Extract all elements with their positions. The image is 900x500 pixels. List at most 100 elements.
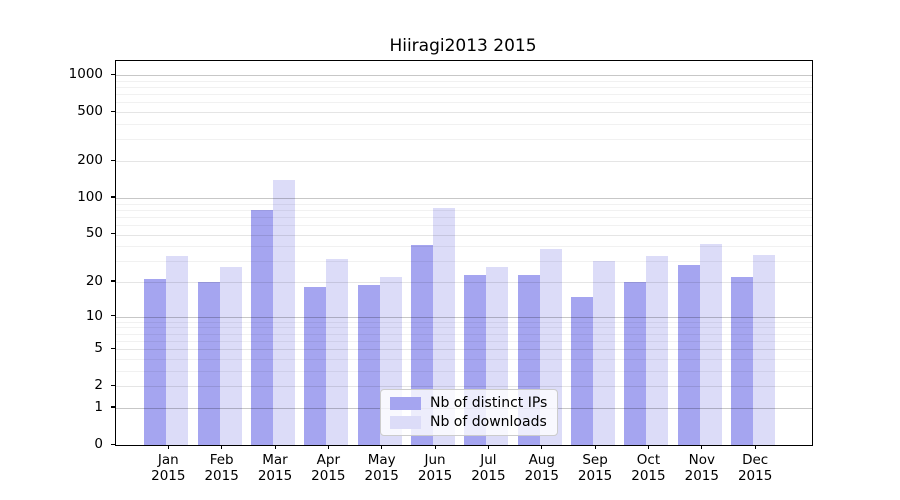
- x-tick-label-apr: Apr 2015: [311, 452, 346, 484]
- gridline-minor-300: [116, 139, 812, 141]
- x-tick-jun: [434, 445, 436, 449]
- y-tick-label-500: 500: [77, 103, 103, 120]
- gridline-minor-600: [116, 102, 812, 104]
- chart-title: Hiiragi2013 2015: [389, 36, 537, 56]
- gridline-minor-8: [116, 327, 812, 329]
- legend-item-downloads: Nb of downloads: [381, 414, 557, 430]
- gridline-minor-70: [116, 216, 812, 218]
- gridline-2: [116, 386, 812, 388]
- bar-distinct-ips-dec: [731, 277, 754, 445]
- y-tick-label-2: 2: [94, 377, 103, 394]
- y-tick-label-1: 1: [94, 398, 103, 415]
- x-tick-label-aug: Aug 2015: [524, 452, 559, 484]
- gridline-500: [116, 112, 812, 114]
- legend-swatch-distinct-ips-icon: [390, 396, 421, 410]
- gridline-minor-80: [116, 209, 812, 211]
- x-tick-label-mar: Mar 2015: [257, 452, 293, 484]
- gridline-1000: [116, 75, 812, 76]
- x-tick-may: [381, 445, 383, 449]
- gridline-minor-40: [116, 246, 812, 248]
- bar-downloads-oct: [646, 256, 669, 445]
- legend: Nb of distinct IPs Nb of downloads: [380, 389, 558, 436]
- x-tick-nov: [701, 445, 703, 449]
- legend-item-distinct-ips: Nb of distinct IPs: [381, 395, 557, 411]
- x-tick-label-nov: Nov 2015: [684, 452, 719, 484]
- bar-downloads-apr: [326, 259, 349, 445]
- x-tick-mar: [274, 445, 276, 449]
- y-tick-label-50: 50: [85, 225, 103, 242]
- gridline-minor-700: [116, 94, 812, 96]
- bar-downloads-nov: [699, 243, 722, 445]
- bar-downloads-jun: [433, 207, 456, 445]
- x-tick-label-jan: Jan 2015: [151, 452, 186, 484]
- gridline-10: [116, 316, 812, 318]
- bar-distinct-ips-jan: [144, 279, 167, 445]
- y-tick-2: [111, 384, 115, 386]
- y-tick-50: [111, 232, 115, 235]
- gridline-minor-7: [116, 333, 812, 335]
- y-tick-label-5: 5: [94, 340, 103, 357]
- bar-distinct-ips-apr: [304, 287, 327, 445]
- y-tick-label-20: 20: [85, 272, 103, 289]
- gridline-minor-60: [116, 224, 812, 226]
- x-tick-apr: [327, 445, 330, 449]
- gridline-minor-9: [116, 321, 812, 323]
- y-tick-label-200: 200: [77, 152, 103, 169]
- bar-downloads-mar: [273, 180, 295, 445]
- x-tick-oct: [647, 445, 650, 449]
- x-tick-aug: [541, 445, 543, 449]
- bar-downloads-sep: [593, 261, 616, 445]
- gridline-minor-6: [116, 340, 812, 342]
- gridline-minor-90: [116, 203, 812, 205]
- x-tick-dec: [754, 445, 756, 449]
- bar-distinct-ips-feb: [197, 281, 220, 445]
- y-tick-label-100: 100: [77, 188, 103, 205]
- x-tick-jan: [167, 445, 169, 449]
- gridline-minor-400: [116, 124, 812, 125]
- legend-label-downloads: Nb of downloads: [430, 414, 547, 430]
- x-tick-label-oct: Oct 2015: [631, 452, 666, 484]
- bar-distinct-ips-oct: [624, 281, 647, 445]
- bar-distinct-ips-sep: [571, 296, 594, 445]
- bar-distinct-ips-mar: [251, 209, 273, 445]
- bar-downloads-jan: [166, 256, 189, 445]
- gridline-minor-900: [116, 80, 812, 82]
- y-tick-1000: [111, 73, 115, 75]
- y-tick-label-0: 0: [94, 436, 103, 452]
- y-tick-1: [111, 406, 115, 408]
- x-tick-label-jun: Jun 2015: [417, 452, 453, 484]
- legend-label-distinct-ips: Nb of distinct IPs: [430, 395, 548, 411]
- gridline-20: [116, 282, 812, 283]
- gridline-minor-30: [116, 261, 812, 263]
- gridline-50: [116, 234, 812, 236]
- bar-distinct-ips-may: [357, 284, 380, 445]
- x-tick-label-sep: Sep 2015: [577, 452, 613, 484]
- legend-swatch-downloads-icon: [390, 415, 421, 429]
- x-tick-label-jul: Jul 2015: [471, 452, 506, 484]
- bar-downloads-dec: [753, 254, 776, 445]
- y-tick-5: [111, 347, 115, 349]
- y-tick-20: [111, 280, 115, 282]
- y-tick-100: [111, 196, 115, 198]
- gridline-100: [116, 197, 812, 199]
- gridline-minor-3: [116, 370, 812, 372]
- x-tick-feb: [221, 445, 223, 449]
- y-tick-0: [111, 443, 115, 445]
- x-tick-label-may: May 2015: [364, 452, 399, 484]
- bar-distinct-ips-nov: [677, 264, 700, 445]
- gridline-5: [116, 349, 812, 351]
- bar-downloads-feb: [219, 266, 242, 445]
- y-tick-label-10: 10: [85, 307, 103, 324]
- x-tick-label-feb: Feb 2015: [204, 452, 239, 484]
- x-tick-jul: [487, 445, 490, 449]
- gridline-minor-4: [116, 358, 812, 360]
- gridline-200: [116, 161, 812, 162]
- y-tick-10: [111, 315, 115, 317]
- y-tick-200: [111, 159, 115, 161]
- x-tick-label-dec: Dec 2015: [737, 452, 773, 484]
- x-tick-sep: [594, 445, 596, 449]
- y-tick-500: [111, 110, 115, 112]
- gridline-minor-800: [116, 87, 812, 88]
- y-tick-label-1000: 1000: [68, 66, 103, 83]
